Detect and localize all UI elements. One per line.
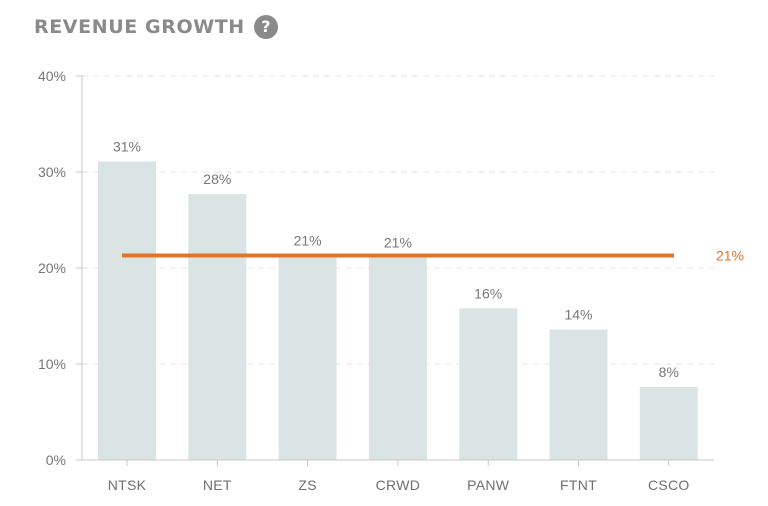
bar-ftnt[interactable] xyxy=(549,329,608,460)
bar-net[interactable] xyxy=(188,194,247,460)
question-circle-icon[interactable]: ? xyxy=(253,15,278,39)
y-tick-label: 20% xyxy=(38,260,66,276)
x-tick-label-ntsk: NTSK xyxy=(108,477,147,493)
y-tick-label: 10% xyxy=(38,356,66,372)
x-axis: NTSK NET ZS CRWD PANW FTNT CSCO xyxy=(82,459,714,493)
data-label-csco: 8% xyxy=(659,364,679,380)
x-tick-label-zs: ZS xyxy=(298,477,317,493)
y-tick-label: 30% xyxy=(38,164,66,180)
bar-panw[interactable] xyxy=(459,308,518,460)
x-tick-label-csco: CSCO xyxy=(648,477,690,493)
data-label-net: 28% xyxy=(203,171,231,187)
data-labels: 31% 28% 21% 21% 16% 14% 8% xyxy=(113,138,679,380)
x-tick-label-crwd: CRWD xyxy=(376,477,421,493)
y-tick-label: 40% xyxy=(38,68,66,84)
y-tick-label: 0% xyxy=(46,452,66,468)
data-label-panw: 16% xyxy=(474,285,502,301)
chart-header: REVENUE GROWTH ? xyxy=(34,12,278,42)
bar-crwd[interactable] xyxy=(368,257,427,460)
reference-line-label: 21% xyxy=(716,248,744,264)
x-tick-label-panw: PANW xyxy=(467,477,510,493)
bar-csco[interactable] xyxy=(639,387,698,460)
data-label-zs: 21% xyxy=(294,233,322,249)
bars xyxy=(98,161,698,460)
x-tick-label-net: NET xyxy=(203,477,232,493)
bar-zs[interactable] xyxy=(278,255,337,460)
data-label-ftnt: 14% xyxy=(564,306,592,322)
chart-title: REVENUE GROWTH xyxy=(34,16,245,38)
data-label-ntsk: 31% xyxy=(113,138,141,154)
data-label-crwd: 21% xyxy=(384,234,412,250)
reference-line-group: 21% xyxy=(122,248,744,264)
bar-ntsk[interactable] xyxy=(98,161,156,460)
y-axis-ticks: 0% 10% 20% 30% 40% xyxy=(38,68,83,468)
x-tick-label-ftnt: FTNT xyxy=(560,477,597,493)
